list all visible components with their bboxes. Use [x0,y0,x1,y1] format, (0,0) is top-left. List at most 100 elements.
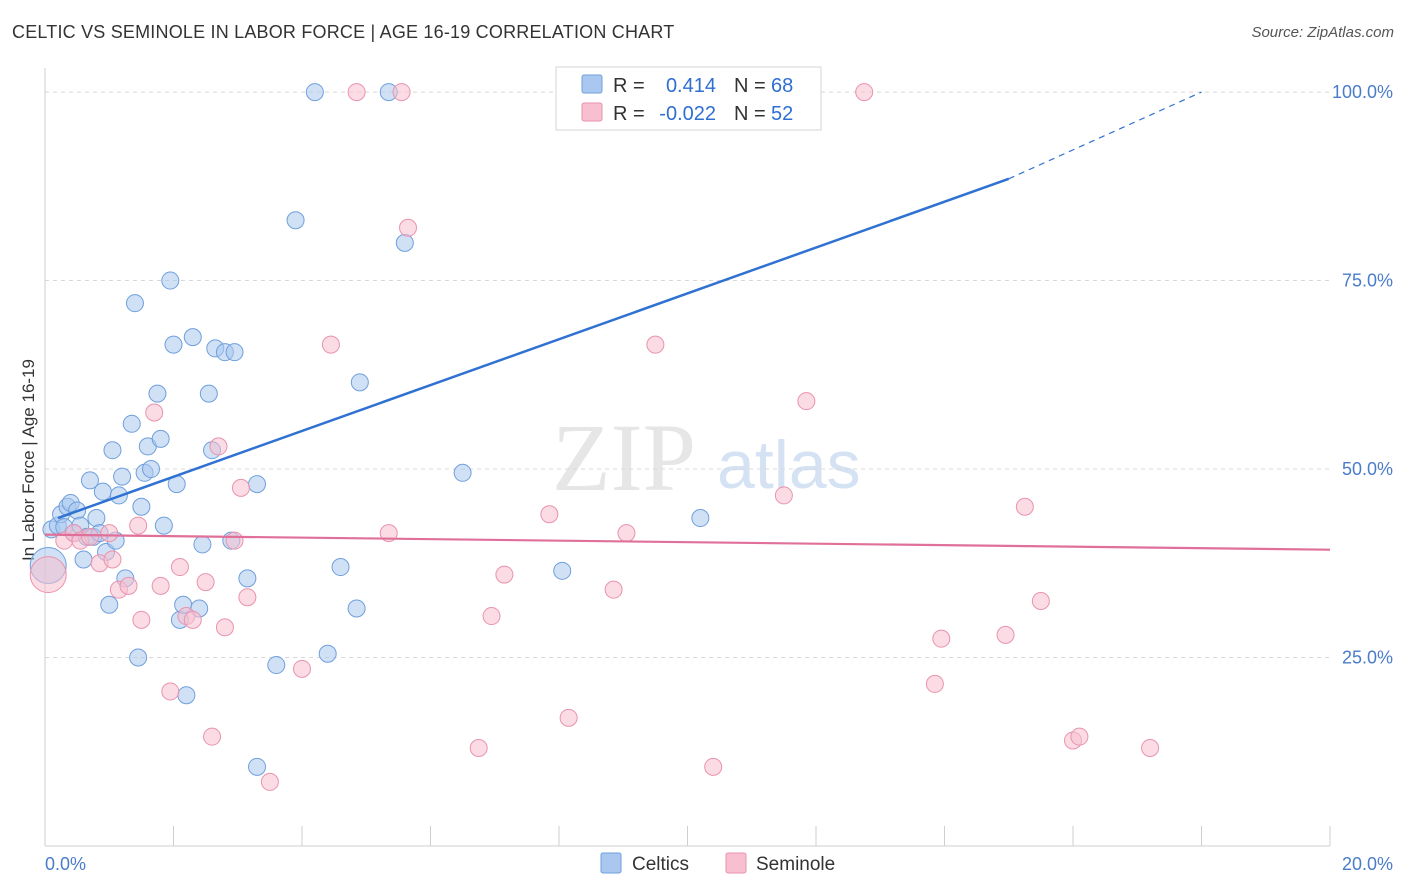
celtics-point [122,414,141,433]
legend-celtics-label: Celtics [632,854,689,875]
seminole-point [1070,727,1089,746]
celtics-point [142,460,161,479]
seminole-point [482,607,501,626]
celtics-point [154,516,173,535]
seminole-point [293,659,311,678]
seminole-point [196,573,215,592]
celtics-point [238,569,257,588]
celtics-point [125,294,144,313]
seminole-point [996,625,1015,644]
grid [45,91,1330,659]
celtics-n-value: 68 [771,75,793,97]
celtics-point [164,335,183,354]
celtics-point [100,595,119,614]
celtics-n-label: N = [734,75,766,97]
celtics-trend-line [57,177,1010,520]
seminole-trend-line [44,533,1331,551]
seminole-point [209,437,228,456]
y-tick-labels: 25.0% 50.0% 75.0% 100.0% [1332,82,1393,667]
celtics-point [350,373,369,392]
seminole-point [925,674,944,693]
celtics-point [148,384,167,403]
celtics-point [248,475,267,494]
celtics-point [395,233,414,252]
seminole-point [469,738,488,757]
seminole-point [215,618,234,637]
celtics-point [87,509,106,528]
seminole-point [399,218,418,237]
seminole-point [238,588,257,607]
seminole-point [347,83,366,102]
seminole-point [145,403,164,422]
seminole-point [129,516,148,535]
celtics-point [553,561,572,580]
seminole-point [151,576,170,595]
celtics-point [267,656,286,675]
celtics-point [691,509,710,528]
seminole-point [231,478,250,497]
seminole-r-value: -0.022 [659,103,716,125]
legend-seminole-swatch [725,852,747,874]
seminole-point [617,524,636,543]
celtics-point [318,644,337,663]
celtics-point [161,271,180,290]
trend-lines [44,91,1331,551]
source-credit: Source: ZipAtlas.com [1251,24,1394,41]
seminole-point [29,556,67,594]
seminole-point [80,527,99,546]
celtics-point [453,463,472,482]
seminole-point [183,610,202,629]
seminole-point [559,708,578,727]
celtics-point [199,384,218,403]
seminole-point [225,531,244,550]
celtics-point [177,686,196,705]
y-tick-label-50: 50.0% [1342,459,1393,479]
celtics-point [331,558,350,577]
seminole-n-value: 52 [771,103,793,125]
x-tick-label-right: 20.0% [1342,854,1393,874]
seminole-point [646,335,665,354]
seminole-point [774,486,793,505]
celtics-r-value: 0.414 [666,75,716,97]
celtics-point [151,429,170,448]
seminole-point [260,772,279,791]
seminole-point [704,757,723,776]
seminole-point [103,550,122,569]
celtics-trend-extension [1008,91,1202,180]
celtics-swatch [581,74,603,94]
seminole-point [932,629,951,648]
watermark-zip: ZIP [552,404,696,511]
seminole-point [797,392,816,411]
seminole-point [540,505,559,524]
y-tick-label-100: 100.0% [1332,82,1393,102]
seminole-swatch [581,102,603,122]
seminole-r-label: R = [613,103,645,125]
axes [44,68,1331,847]
seminole-point [132,610,151,629]
seminole-n-label: N = [734,103,766,125]
celtics-r-label: R = [613,75,645,97]
celtics-point [129,648,148,667]
celtics-point [93,482,112,501]
seminole-point [170,558,189,577]
seminole-point [100,524,119,543]
seminole-point [1015,497,1034,516]
celtics-point [225,343,244,362]
legend-seminole-label: Seminole [756,854,835,875]
y-tick-label-25: 25.0% [1342,648,1393,668]
seminole-point [604,580,623,599]
celtics-point [80,471,99,490]
seminole-point [379,524,398,543]
seminole-points [29,83,1160,791]
legend-celtics-swatch [600,852,622,874]
stats-box: R = 0.414 N = 68 R = -0.022 N = 52 [555,66,822,131]
celtics-point [132,497,151,516]
seminole-point [203,727,222,746]
celtics-point [193,535,212,554]
celtics-point [347,599,366,618]
legend: Celtics Seminole [600,852,835,875]
y-axis-label: In Labor Force | Age 16-19 [19,359,38,561]
celtics-point [113,467,132,486]
celtics-point [183,328,202,347]
